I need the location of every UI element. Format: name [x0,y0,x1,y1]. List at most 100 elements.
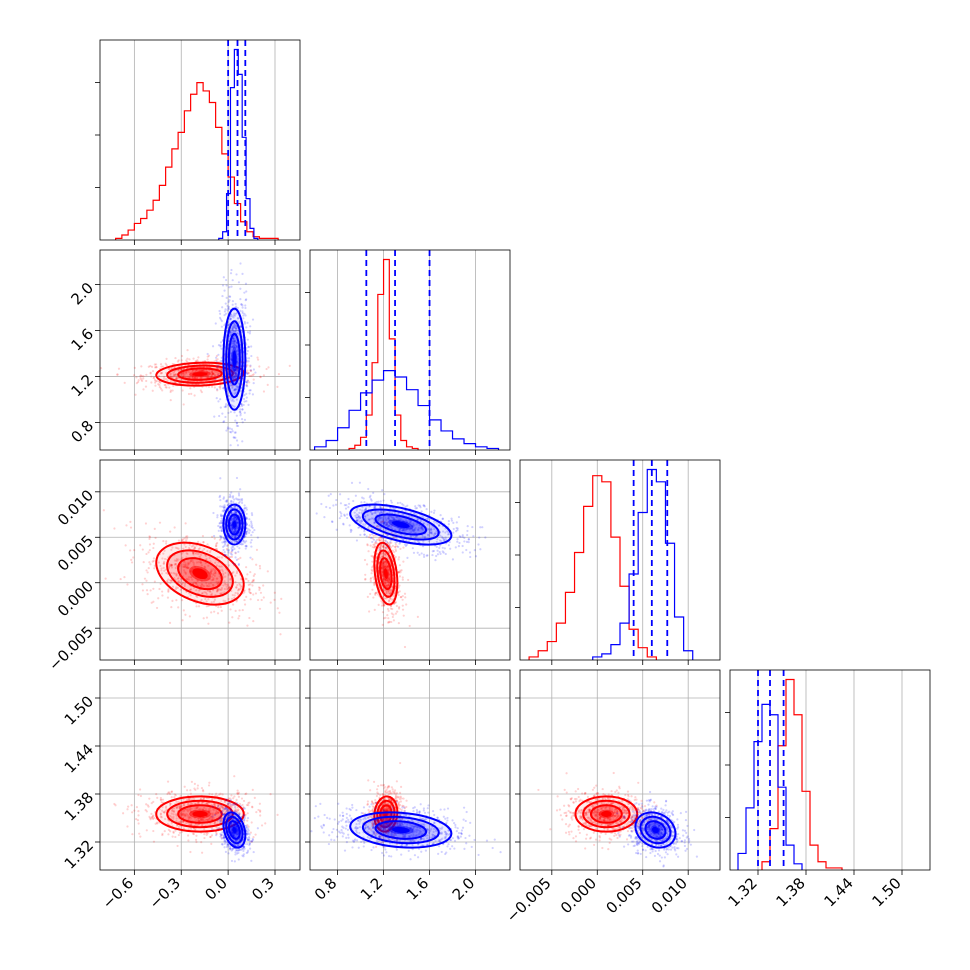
blue-sample-point [235,414,238,417]
y-tick-label: −0.005 [45,623,97,675]
red-sample-point [390,590,393,593]
blue-sample-point [418,524,421,527]
blue-sample-point [379,506,382,509]
blue-sample-point [231,495,235,498]
blue-sample-point [233,375,236,378]
blue-sample-point [356,507,359,510]
blue-sample-point [472,535,475,538]
blue-sample-point [243,411,246,414]
blue-sample-point [234,376,237,379]
red-sample-point [161,389,164,392]
red-sample-point [201,549,204,552]
blue-sample-point [243,394,246,397]
blue-sample-point [433,532,437,535]
blue-sample-point [234,343,237,347]
red-sample-point [232,603,235,606]
red-sample-point [187,392,191,396]
blue-sample-point [360,501,363,504]
red-sample-point [224,571,227,575]
red-sample-point [216,804,220,808]
blue-sample-point [426,517,430,520]
red-sample-point [137,380,140,384]
blue-sample-point [422,522,426,525]
blue-sample-point [435,540,438,544]
blue-sample-point [227,300,230,303]
red-density-peak [192,372,208,377]
blue-sample-point [236,357,240,361]
blue-sample-point [421,535,424,538]
blue-sample-point [233,340,236,343]
red-sample-point [186,552,189,556]
red-sample-point [223,587,226,591]
red-sample-point [395,604,398,608]
red-sample-point [184,572,187,575]
red-sample-point [191,369,194,372]
red-sample-point [235,809,238,812]
red-sample-point [219,387,222,390]
blue-sample-point [245,400,248,403]
red-sample-point [392,619,395,622]
blue-sample-point [391,516,394,519]
red-sample-point [210,834,214,837]
red-sample-point [161,809,164,812]
blue-sample-point [399,518,403,521]
blue-sample-point [250,545,253,548]
red-sample-point [183,785,186,788]
plot-area [313,250,500,450]
red-sample-point [212,578,215,581]
red-sample-point [397,556,401,559]
red-sample-point [200,824,203,827]
red-sample-point [391,615,394,619]
red-sample-point [182,373,185,376]
blue-sample-point [443,547,446,550]
blue-sample-point [385,546,388,549]
red-sample-point [189,792,192,795]
red-sample-point [152,800,155,803]
red-sample-point [206,358,209,361]
blue-sample-point [441,517,444,521]
blue-sample-point [368,518,371,521]
red-sample-point [377,593,380,596]
red-sample-point [159,815,163,818]
blue-sample-point [456,527,459,530]
blue-sample-point [467,541,470,544]
red-sample-point [371,537,375,540]
blue-sample-point [235,439,239,442]
red-sample-point [212,573,215,577]
red-sample-point [213,803,216,806]
red-sample-point [159,363,163,366]
red-sample-point [215,542,218,546]
red-sample-point [235,586,238,589]
red-sample-point [185,535,188,538]
red-sample-point [174,794,177,797]
red-sample-point [373,543,376,546]
blue-sample-point [235,497,238,500]
blue-sample-point [221,529,224,533]
blue-sample-point [444,531,447,534]
red-sample-point [192,563,195,567]
blue-sample-point [224,500,227,503]
red-sample-point [184,537,187,540]
red-sample-point [195,840,198,844]
red-sample-point [209,560,212,563]
red-sample-point [248,590,251,594]
blue-sample-point [477,543,480,546]
red-sample-point [394,601,397,604]
blue-sample-point [233,536,237,539]
blue-sample-point [355,519,359,522]
blue-sample-point [389,499,393,502]
red-sample-point [160,569,163,572]
red-density-peak [192,568,208,580]
blue-sample-point [236,518,239,522]
red-sample-point [215,354,218,358]
red-sample-point [193,787,196,790]
blue-sample-point [419,526,422,530]
red-sample-point [200,840,203,844]
red-sample-point [256,358,260,361]
red-sample-point [251,558,254,561]
red-sample-point [215,580,218,583]
blue-sample-point [220,514,223,517]
red-sample-point [381,561,385,565]
blue-sample-point [442,539,446,542]
blue-sample-point [233,388,236,391]
